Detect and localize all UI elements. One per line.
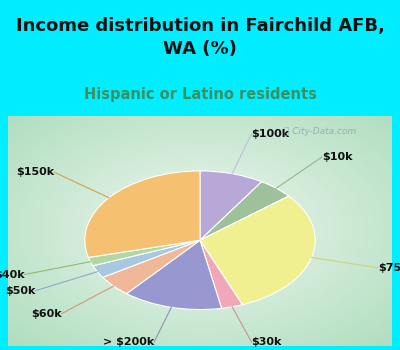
Text: $50k: $50k — [5, 286, 36, 296]
Text: > $200k: > $200k — [103, 337, 154, 347]
Text: $100k: $100k — [252, 129, 290, 139]
Wedge shape — [85, 171, 200, 258]
Text: Income distribution in Fairchild AFB,
WA (%): Income distribution in Fairchild AFB, WA… — [16, 17, 384, 57]
Text: ⓘ City-Data.com: ⓘ City-Data.com — [284, 127, 357, 136]
Text: $60k: $60k — [31, 309, 62, 318]
Text: $10k: $10k — [322, 152, 352, 162]
Text: $150k: $150k — [16, 167, 54, 177]
Text: $30k: $30k — [252, 337, 282, 347]
Wedge shape — [200, 240, 242, 308]
Text: $75k: $75k — [378, 263, 400, 273]
Wedge shape — [93, 240, 200, 277]
Wedge shape — [103, 240, 200, 294]
Text: Hispanic or Latino residents: Hispanic or Latino residents — [84, 87, 316, 101]
Wedge shape — [88, 240, 200, 266]
Text: $40k: $40k — [0, 270, 25, 280]
Wedge shape — [200, 196, 315, 304]
Wedge shape — [200, 182, 289, 240]
Wedge shape — [126, 240, 222, 309]
Wedge shape — [200, 171, 262, 240]
